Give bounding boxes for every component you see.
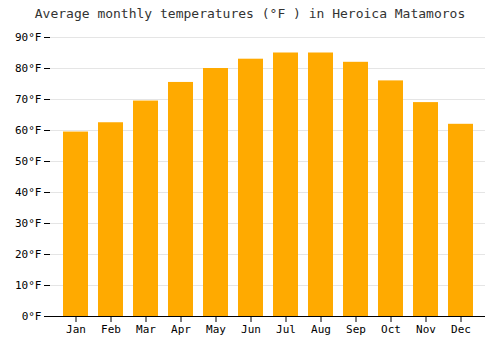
svg-text:20°F: 20°F (15, 248, 42, 261)
svg-text:Feb: Feb (101, 323, 121, 336)
svg-text:80°F: 80°F (15, 62, 42, 75)
svg-text:40°F: 40°F (15, 186, 42, 199)
svg-text:30°F: 30°F (15, 217, 42, 230)
html-text:Average monthly temperatures (: Average monthly temperatures (°F ) in He… (34, 6, 466, 21)
svg-text:Nov: Nov (416, 323, 436, 336)
svg-text:Oct: Oct (381, 323, 401, 336)
svg-text:60°F: 60°F (15, 124, 42, 137)
svg-text:Mar: Mar (136, 323, 156, 336)
svg-text:Aug: Aug (311, 323, 331, 336)
svg-text:Apr: Apr (171, 323, 191, 336)
svg-text:Dec: Dec (451, 323, 471, 336)
svg-text:50°F: 50°F (15, 155, 42, 168)
svg-text:Jun: Jun (241, 323, 261, 336)
svg-text:May: May (206, 323, 226, 336)
svg-text:Jan: Jan (66, 323, 86, 336)
svg-text:10°F: 10°F (15, 279, 42, 292)
svg-text:0°F: 0°F (22, 310, 42, 323)
svg-text:70°F: 70°F (15, 93, 42, 106)
svg-text:Sep: Sep (346, 323, 366, 336)
svg-text:90°F: 90°F (15, 31, 42, 44)
svg-text:Jul: Jul (276, 323, 296, 336)
